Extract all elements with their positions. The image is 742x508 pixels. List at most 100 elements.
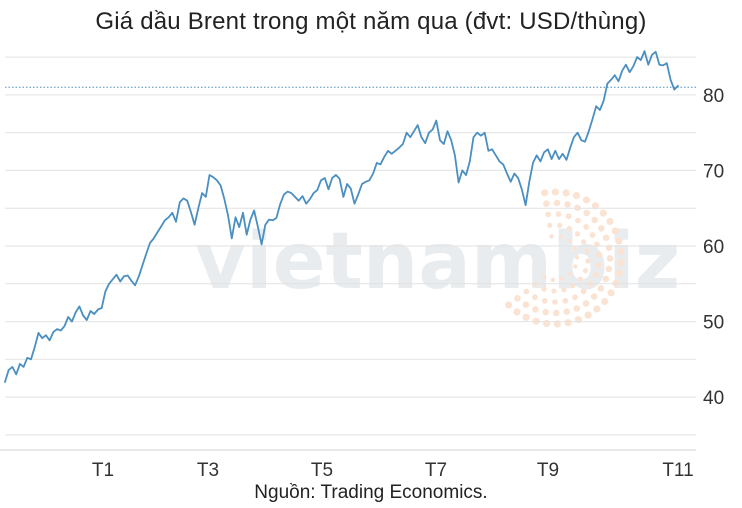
- chart-title: Giá dầu Brent trong một năm qua (đvt: US…: [95, 8, 647, 35]
- watermark-dot: [574, 255, 580, 260]
- watermark-dot: [607, 289, 615, 297]
- watermark-dot: [541, 297, 548, 304]
- watermark-dot: [572, 246, 577, 251]
- watermark-dot: [523, 288, 530, 295]
- watermark-dot: [567, 271, 573, 277]
- watermark-dot: [605, 244, 613, 252]
- watermark-dot: [562, 297, 569, 304]
- watermark-dot: [585, 258, 591, 264]
- watermark-dot: [561, 287, 567, 293]
- source-note: Nguồn: Trading Economics.: [254, 482, 488, 503]
- watermark-dot: [565, 213, 572, 220]
- x-tick-label: T3: [197, 460, 219, 481]
- watermark-dot: [583, 209, 590, 217]
- watermark-dot: [582, 196, 591, 204]
- watermark-dot: [606, 217, 614, 226]
- y-tick-label: 50: [703, 313, 724, 334]
- watermark-dot: [589, 232, 596, 238]
- watermark-dot: [577, 276, 583, 282]
- watermark-dot: [541, 274, 547, 280]
- watermark-dot: [532, 281, 538, 288]
- watermark-dot: [615, 237, 623, 245]
- watermark-dot: [572, 192, 581, 200]
- watermark-dot: [595, 262, 602, 268]
- watermark-dot: [564, 319, 572, 327]
- watermark-dot: [590, 293, 598, 300]
- watermark-dot: [549, 234, 554, 239]
- watermark-dot: [574, 231, 581, 237]
- watermark-dot: [582, 300, 590, 307]
- brent-price-line: [4, 50, 679, 383]
- watermark-dot: [563, 308, 570, 316]
- watermark-dot: [551, 188, 560, 196]
- watermark-dot: [597, 285, 605, 292]
- watermark-dot: [582, 268, 589, 274]
- watermark-dot: [617, 258, 625, 266]
- watermark-dot: [570, 283, 576, 289]
- watermark-dot: [551, 288, 557, 294]
- watermark-dot: [550, 277, 556, 283]
- watermark-dot: [573, 305, 581, 312]
- watermark-dot: [584, 248, 590, 254]
- watermark-dot: [596, 251, 602, 258]
- watermark-dot: [532, 294, 538, 301]
- watermark-dot: [564, 201, 571, 208]
- watermark-dot: [541, 286, 547, 292]
- watermark-dot: [575, 217, 581, 224]
- watermark-dot: [572, 294, 578, 301]
- watermark-dot: [611, 227, 619, 235]
- watermark-dot: [545, 211, 551, 218]
- watermark-dot: [558, 234, 563, 239]
- watermark-dot: [591, 202, 600, 210]
- watermark-dot: [541, 189, 549, 197]
- watermark-dot: [574, 316, 583, 324]
- watermark-dot: [552, 299, 558, 305]
- watermark-dot: [552, 309, 560, 317]
- watermark-dot: [566, 225, 572, 231]
- watermark-dot: [592, 271, 599, 278]
- watermark-dot: [602, 234, 610, 241]
- y-tick-label: 70: [703, 161, 724, 182]
- gridlines: [5, 56, 696, 436]
- watermark-dot: [581, 239, 587, 245]
- watermark-dot: [559, 276, 565, 281]
- watermark-dot: [593, 305, 601, 313]
- watermark-dot: [615, 269, 623, 277]
- watermark-dot: [555, 211, 562, 218]
- watermark-dot: [583, 224, 589, 230]
- watermark-dot: [505, 301, 513, 309]
- watermark-dot: [553, 199, 561, 207]
- watermark-dot: [580, 288, 587, 295]
- x-axis: T1 T3 T5 T7 T9 T11: [0, 449, 696, 481]
- watermark-dot: [601, 297, 609, 306]
- watermark-dot: [547, 222, 553, 228]
- x-tick-label: T9: [537, 460, 559, 481]
- watermark-dot: [584, 311, 592, 319]
- watermark-dot: [598, 225, 605, 232]
- watermark-dot: [602, 275, 610, 283]
- watermark-dot: [513, 308, 521, 316]
- watermark-dot: [522, 301, 530, 309]
- watermark: vietnambiz: [195, 188, 680, 328]
- watermark-dot: [514, 295, 521, 302]
- watermark-dot: [543, 200, 550, 207]
- x-tick-label: T1: [92, 460, 114, 481]
- watermark-dot: [543, 319, 551, 328]
- y-axis: 40 50 60 70 80: [703, 86, 724, 409]
- watermark-dot: [591, 216, 598, 224]
- x-tick-label: T7: [425, 460, 447, 481]
- x-tick-label: T11: [662, 460, 693, 481]
- y-tick-label: 40: [703, 388, 724, 409]
- watermark-dot: [557, 222, 563, 228]
- watermark-dot: [599, 209, 607, 217]
- watermark-dot: [606, 255, 614, 262]
- watermark-dot: [617, 248, 625, 256]
- watermark-dot: [532, 306, 539, 313]
- watermark-dot: [605, 265, 613, 273]
- x-tick-label: T5: [311, 460, 333, 481]
- watermark-dot: [573, 264, 578, 269]
- y-tick-label: 80: [703, 86, 724, 107]
- watermark-dot: [522, 313, 530, 321]
- watermark-dot: [553, 320, 562, 328]
